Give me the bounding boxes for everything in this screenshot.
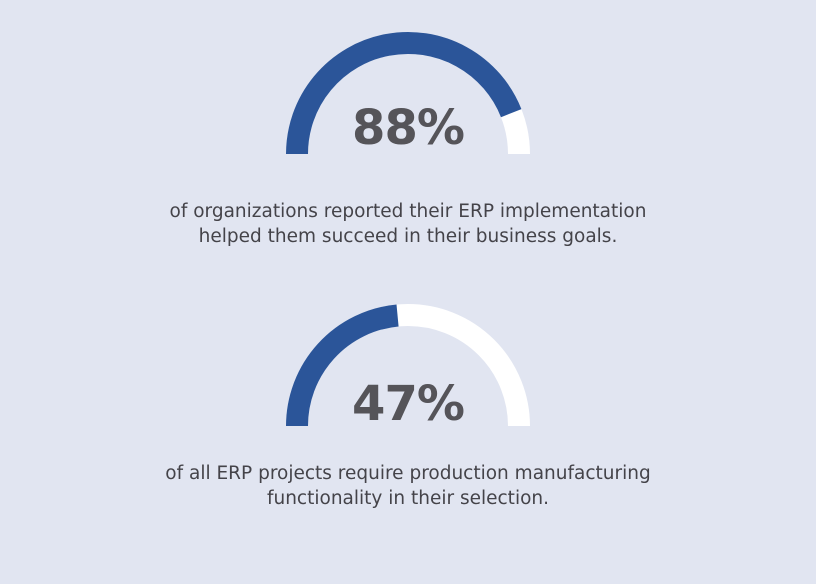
gauge-fill <box>286 31 522 155</box>
caption-line-1: of all ERP projects require production m… <box>165 463 651 484</box>
stat-caption: of organizations reported their ERP impl… <box>108 199 708 249</box>
caption-line-1: of organizations reported their ERP impl… <box>169 201 647 222</box>
caption-line-2: functionality in their selection. <box>266 488 550 509</box>
gauge-fill <box>286 304 399 427</box>
gauge-manufacturing-requirement <box>286 304 530 427</box>
gauge-value-label: 47% <box>352 376 465 432</box>
caption-line-2: helped them succeed in their business go… <box>198 226 618 247</box>
gauge-value-label: 88% <box>352 100 465 156</box>
gauge-erp-success <box>286 31 530 155</box>
stat-caption: of all ERP projects require production m… <box>108 461 708 511</box>
